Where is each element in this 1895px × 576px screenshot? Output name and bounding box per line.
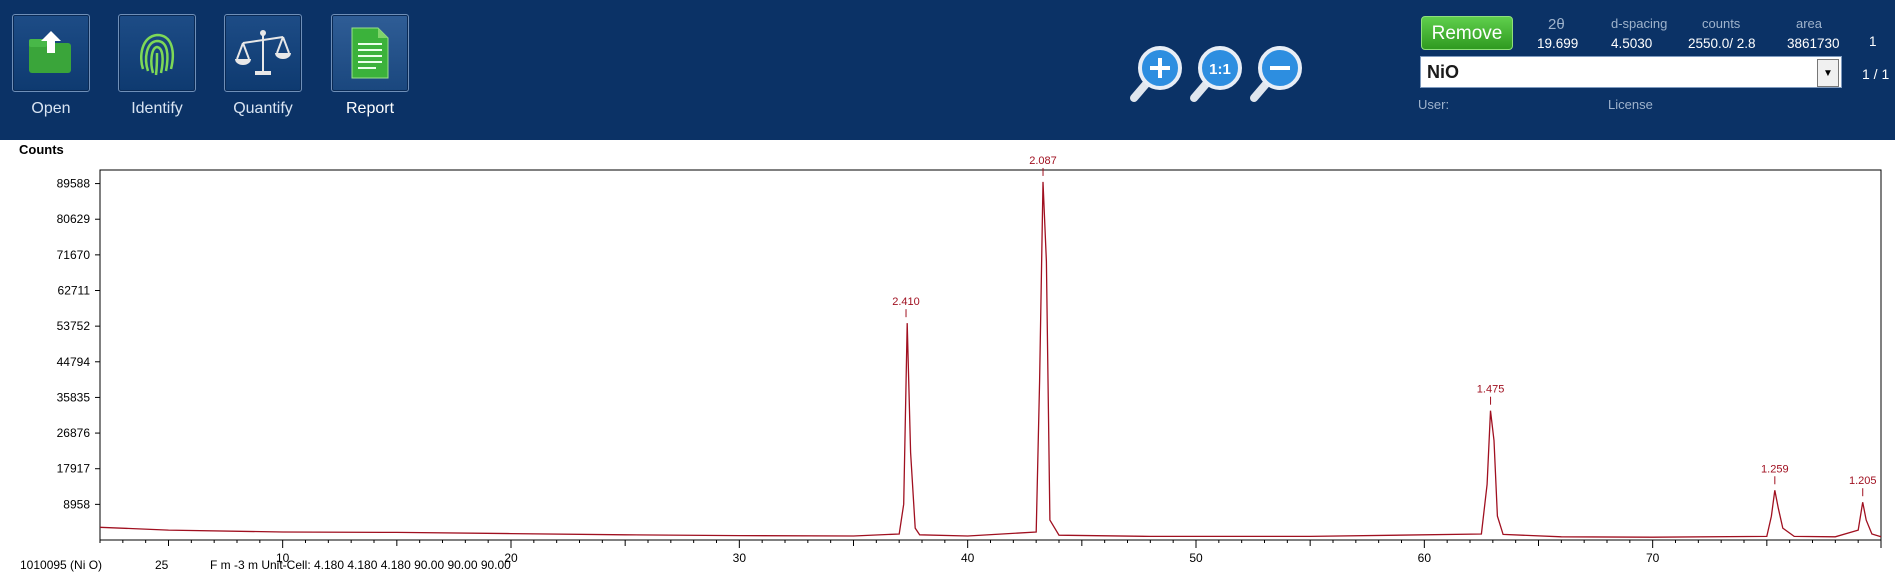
- y-tick-label: 8958: [63, 497, 90, 511]
- peak-d-spacing-label: 2.410: [892, 296, 920, 308]
- card-id: 1010095 (Ni O): [20, 558, 103, 572]
- main-toolbar: Open Identify: [0, 0, 1895, 140]
- zoom-reset-button[interactable]: 1:1: [1188, 44, 1246, 104]
- quantify-button-frame: [224, 14, 302, 92]
- two-theta-value: 19.699: [1537, 36, 1579, 51]
- y-tick-label: 35835: [57, 390, 91, 404]
- two-theta-header: 2θ: [1548, 16, 1565, 33]
- area-value: 3861730: [1787, 36, 1840, 51]
- d-spacing-header: d-spacing: [1611, 16, 1668, 31]
- open-button[interactable]: Open: [10, 14, 92, 118]
- y-axis-label: Counts: [19, 142, 64, 157]
- plot-frame: [99, 169, 1882, 541]
- peak-d-spacing-label: 1.475: [1477, 384, 1505, 396]
- y-tick-label: 26876: [57, 426, 91, 440]
- chevron-down-icon[interactable]: ▼: [1817, 59, 1839, 87]
- fingerprint-icon: [140, 33, 174, 76]
- identify-button-frame: [118, 14, 196, 92]
- license-label: License: [1608, 97, 1653, 112]
- unit-cell-info: F m -3 m Unit-Cell: 4.180 4.180 4.180 90…: [210, 558, 511, 572]
- x-tick-label: 50: [1189, 551, 1203, 565]
- quantify-button[interactable]: Quantify: [222, 14, 304, 118]
- zoom-out-button[interactable]: [1248, 44, 1306, 104]
- counts-value: 2550.0/ 2.8: [1688, 36, 1756, 51]
- peak-index: 1: [1869, 34, 1877, 49]
- peak-labels: 2.410 2.087 1.475 1.259 1.205: [892, 155, 1877, 497]
- counts-header: counts: [1702, 16, 1741, 31]
- phase-dropdown[interactable]: NiO ▼: [1420, 56, 1842, 88]
- area-header: area: [1796, 16, 1823, 31]
- identify-button[interactable]: Identify: [116, 14, 198, 118]
- diffraction-chart[interactable]: Counts 8958 17917 26876 35835 44794 53752 6271…: [12, 142, 1887, 571]
- peak-d-spacing-label: 1.205: [1849, 475, 1877, 487]
- zoom-in-icon: [1130, 46, 1182, 102]
- remove-button[interactable]: Remove: [1421, 16, 1513, 50]
- match-score: 25: [155, 558, 169, 572]
- open-label: Open: [31, 100, 71, 117]
- user-label: User:: [1418, 97, 1450, 112]
- balance-scale-icon: [235, 30, 291, 75]
- y-tick-label: 71670: [57, 248, 91, 262]
- phase-selected-value: NiO: [1427, 62, 1460, 82]
- report-document-icon: [351, 27, 389, 79]
- zoom-in-button[interactable]: [1128, 44, 1186, 104]
- y-tick-label: 80629: [57, 212, 91, 226]
- x-tick-label: 30: [733, 551, 747, 565]
- quantify-label: Quantify: [233, 100, 293, 117]
- y-tick-label: 62711: [58, 284, 91, 298]
- x-tick-label: 40: [961, 551, 975, 565]
- open-button-frame: [12, 14, 90, 92]
- y-tick-label: 44794: [57, 355, 91, 369]
- report-button[interactable]: Report: [329, 14, 411, 118]
- zoom-reset-text: 1:1: [1209, 61, 1231, 78]
- zoom-reset-icon: 1:1: [1190, 46, 1242, 102]
- x-tick-label: 60: [1418, 551, 1432, 565]
- y-ticks: 8958 17917 26876 35835 44794 53752 62711 71670 8…: [57, 177, 100, 511]
- y-tick-label: 53752: [57, 319, 91, 333]
- open-folder-icon: [29, 31, 71, 73]
- d-spacing-value: 4.5030: [1611, 36, 1653, 51]
- x-tick-label: 10: [276, 551, 290, 565]
- zoom-out-icon: [1250, 46, 1302, 102]
- diffraction-plot-area[interactable]: Counts 8958 17917 26876 35835 44794 53752 6271…: [12, 142, 1887, 571]
- identify-label: Identify: [131, 100, 183, 117]
- x-tick-label: 70: [1646, 551, 1660, 565]
- phase-pager: 1 / 1: [1862, 66, 1890, 82]
- peak-d-spacing-label: 2.087: [1029, 155, 1057, 167]
- diffraction-pattern-line: [99, 181, 1882, 538]
- y-tick-label: 89588: [57, 177, 91, 191]
- peak-d-spacing-label: 1.259: [1761, 463, 1789, 475]
- x-ticks: 10 20 30 40 50 60 70: [99, 540, 1882, 565]
- report-label: Report: [345, 100, 395, 117]
- report-button-frame: [331, 14, 409, 92]
- y-tick-label: 17917: [57, 462, 91, 476]
- x-tick-label: 20: [504, 551, 518, 565]
